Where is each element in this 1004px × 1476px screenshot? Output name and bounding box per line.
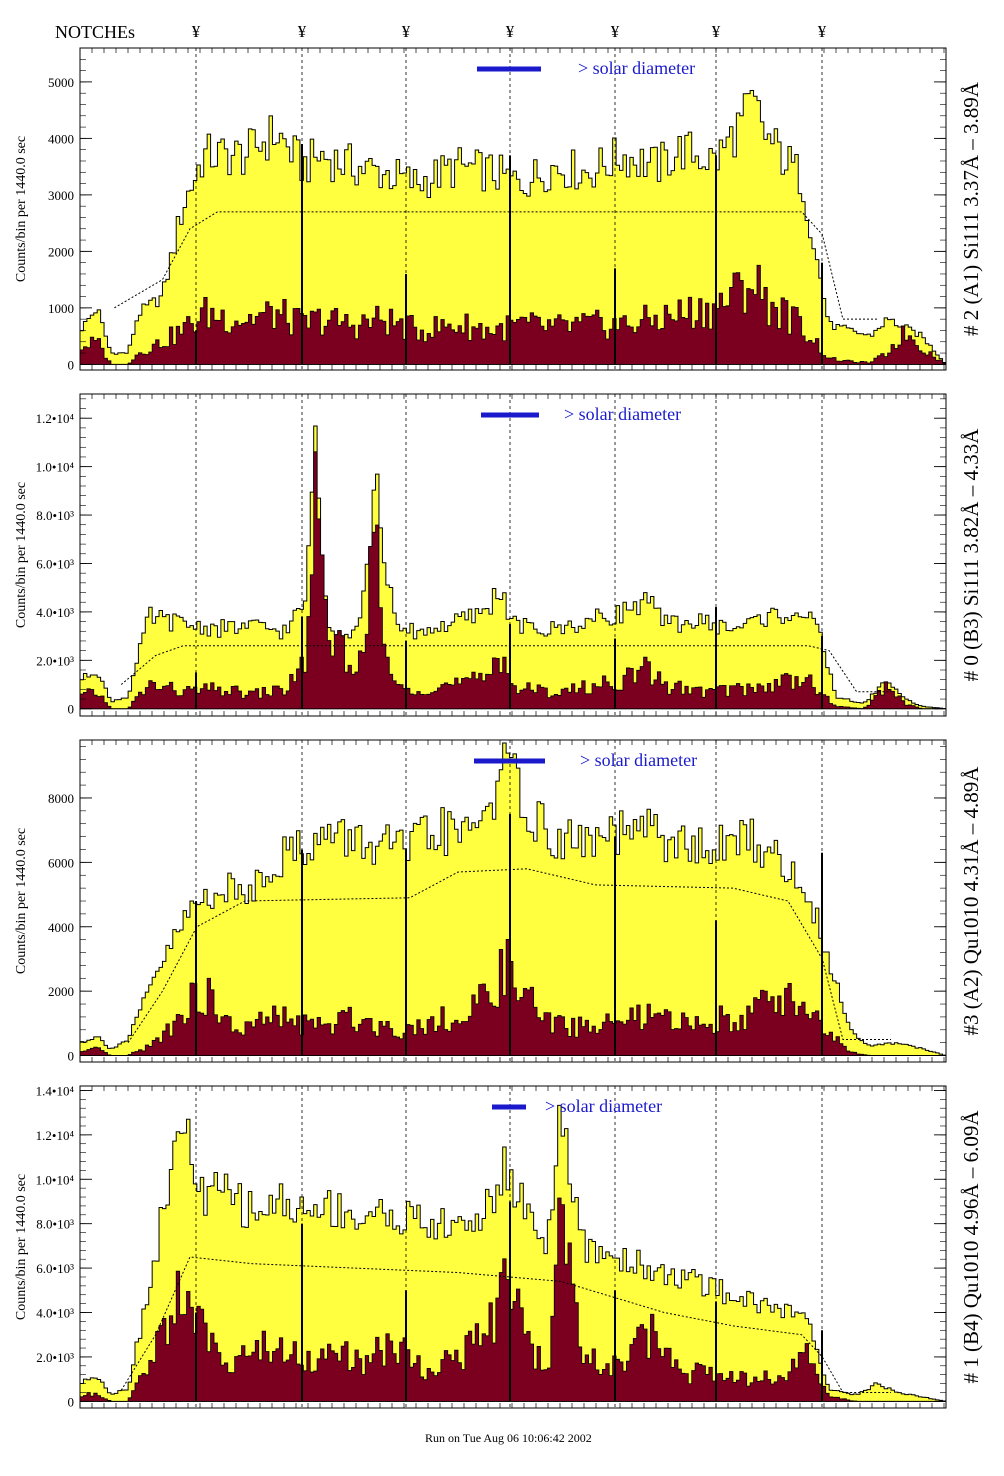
panel-title: # 0 (B3) Si111 3.82Å – 4.33Å: [959, 428, 983, 682]
y-tick-label: 3000: [48, 188, 74, 203]
panel-3: 0 2000 4000 6000 8000 Counts/bin per 1440.0 s…: [14, 739, 983, 1064]
run-timestamp: Run on Tue Aug 06 10:06:42 2002: [425, 1431, 592, 1445]
lower-histogram: [79, 939, 946, 1056]
y-tick-label: 0: [68, 702, 75, 717]
upper-histogram: [79, 742, 947, 1057]
y-tick-label: 4.0•10³: [36, 605, 74, 620]
plot-frame: [79, 1085, 947, 1409]
y-axis-label: Counts/bin per 1440.0 sec: [14, 136, 29, 282]
y-tick-label: 2000: [48, 984, 74, 999]
upper-histogram: [79, 425, 947, 710]
panels: 0 1000 2000 3000 4000 5000 Counts/bin per 1440…: [14, 47, 983, 1409]
panel-title: #3 (A2) Qu1010 4.31Å – 4.89Å: [959, 766, 983, 1036]
panel-1: 0 1000 2000 3000 4000 5000 Counts/bin per 1440…: [14, 47, 983, 372]
notch-symbol-3: ¥: [402, 22, 411, 41]
y-tick-label: 6.0•10³: [36, 556, 74, 571]
y-tick-label: 2000: [48, 244, 74, 259]
plot-frame: [79, 47, 947, 371]
y-axis-label: Counts/bin per 1440.0 sec: [14, 828, 29, 974]
y-tick-label: 2.0•10³: [36, 653, 74, 668]
plot-frame: [79, 393, 947, 717]
y-tick-label: 4000: [48, 131, 74, 146]
solar-diameter-label: > solar diameter: [564, 404, 681, 424]
solar-diameter-label: > solar diameter: [545, 1096, 662, 1116]
notch-symbol-1: ¥: [192, 22, 201, 41]
y-tick-label: 4.0•10³: [36, 1306, 74, 1321]
y-tick-label: 5000: [48, 75, 74, 90]
notches-label: NOTCHEs: [55, 22, 135, 42]
lower-histogram: [79, 451, 946, 710]
y-tick-label: 1.0•10⁴: [36, 1172, 75, 1187]
panel-2: 0 2.0•10³ 4.0•10³ 6.0•10³ 8.0•10³ 1.0•10⁴ 1.2•…: [14, 393, 983, 717]
y-tick-label: 1.0•10⁴: [36, 460, 75, 475]
lower-histogram: [79, 264, 947, 365]
y-axis-label: Counts/bin per 1440.0 sec: [14, 482, 29, 628]
y-axis-label: Counts/bin per 1440.0 sec: [14, 1174, 29, 1320]
notch-symbol-6: ¥: [712, 22, 721, 41]
y-tick-label: 4000: [48, 920, 74, 935]
y-tick-label: 6000: [48, 855, 74, 870]
solar-diameter-label: > solar diameter: [580, 750, 697, 770]
y-tick-label: 6.0•10³: [36, 1261, 74, 1276]
mean-curve: [120, 645, 892, 693]
y-tick-label: 1.4•10⁴: [36, 1083, 75, 1098]
upper-histogram: [79, 1104, 947, 1402]
y-tick-label: 1.2•10⁴: [36, 1128, 75, 1143]
y-tick-label: 1000: [48, 301, 74, 316]
notch-symbol-4: ¥: [506, 22, 515, 41]
y-tick-label: 8000: [48, 791, 74, 806]
notch-symbol-2: ¥: [298, 22, 307, 41]
panel-title: # 2 (A1) Si111 3.37Å – 3.89Å: [959, 81, 983, 336]
y-tick-label: 0: [68, 1049, 75, 1064]
y-tick-label: 8.0•10³: [36, 508, 74, 523]
notch-header: NOTCHEs ¥ ¥ ¥ ¥ ¥ ¥ ¥: [55, 22, 827, 42]
notch-symbol-7: ¥: [818, 22, 827, 41]
panel-title: # 1 (B4) Qu1010 4.96Å – 6.09Å: [959, 1110, 983, 1384]
y-tick-label: 2.0•10³: [36, 1350, 74, 1365]
y-tick-label: 0: [68, 357, 75, 372]
notch-symbol-5: ¥: [611, 22, 620, 41]
notch-symbols: ¥ ¥ ¥ ¥ ¥ ¥ ¥: [192, 22, 827, 41]
y-tick-label: 1.2•10⁴: [36, 411, 75, 426]
y-tick-label: 0: [68, 1394, 75, 1409]
panel-4: 0 2.0•10³ 4.0•10³ 6.0•10³ 8.0•10³ 1.0•10⁴ 1.2•…: [14, 1083, 983, 1409]
solar-diameter-label: > solar diameter: [578, 58, 695, 78]
lower-histogram: [79, 1197, 946, 1402]
y-tick-label: 8.0•10³: [36, 1217, 74, 1232]
